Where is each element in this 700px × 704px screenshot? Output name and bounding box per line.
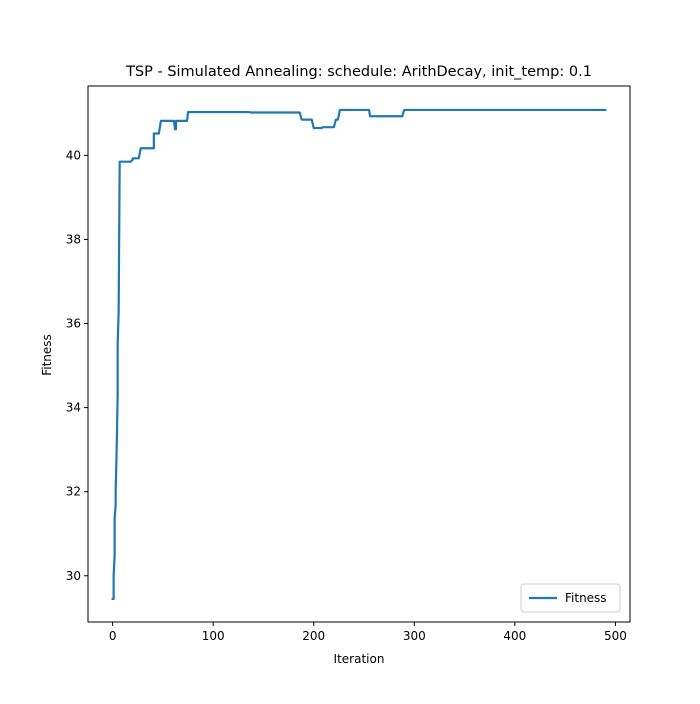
chart-title: TSP - Simulated Annealing: schedule: Ari… <box>125 64 592 80</box>
x-axis-label: Iteration <box>334 652 385 666</box>
x-tick-label: 300 <box>403 629 426 643</box>
plot-area: 0 100 200 300 400 500 30 32 34 36 38 40 Fitness <box>66 85 631 643</box>
x-tick-label: 500 <box>604 629 627 643</box>
y-axis-label: Fitness <box>40 334 54 376</box>
y-tick-label: 38 <box>66 232 81 246</box>
y-tick-label: 34 <box>66 401 81 415</box>
y-tick-label: 32 <box>66 485 81 499</box>
series-line-fitness <box>111 108 607 600</box>
legend-label: Fitness <box>565 591 607 605</box>
x-tick-label: 200 <box>302 629 325 643</box>
y-tick-label: 36 <box>66 317 81 331</box>
legend: Fitness <box>520 583 621 613</box>
plot-frame <box>87 85 631 623</box>
y-tick-label: 30 <box>66 569 81 583</box>
legend-box <box>520 583 621 613</box>
x-tick-label: 0 <box>109 629 117 643</box>
x-tick-label: 100 <box>202 629 225 643</box>
y-tick-label: 40 <box>66 148 81 162</box>
x-tick-label: 400 <box>503 629 526 643</box>
